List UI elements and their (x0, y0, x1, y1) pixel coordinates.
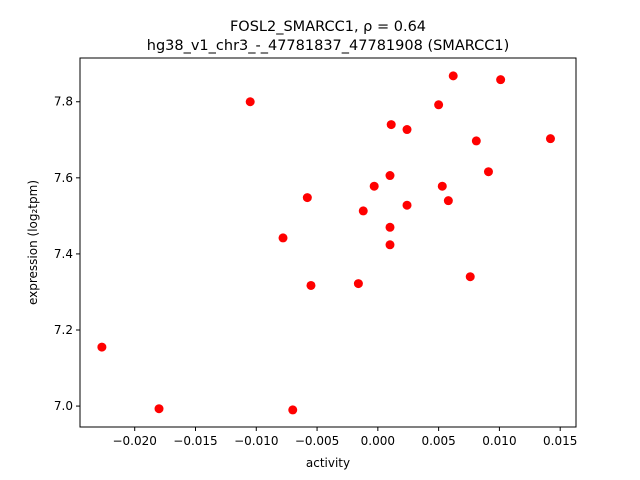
data-point (302, 193, 312, 203)
data-point (385, 222, 395, 232)
x-tick-label: 0.015 (543, 434, 577, 448)
data-point (154, 404, 164, 414)
y-tick-label: 7.0 (54, 399, 73, 413)
x-tick-label: −0.010 (234, 434, 278, 448)
x-tick-label: −0.015 (173, 434, 217, 448)
data-point (465, 272, 475, 282)
y-axis-label: expression (log₂tpm) (26, 180, 40, 305)
x-tick-label: −0.005 (295, 434, 339, 448)
data-point (97, 342, 107, 352)
data-point (353, 279, 363, 289)
data-point (278, 233, 288, 243)
x-tick-label: 0.010 (482, 434, 516, 448)
data-points (97, 71, 555, 415)
x-axis-label: activity (306, 456, 350, 470)
data-point (483, 167, 493, 177)
data-point (471, 136, 481, 146)
x-tick-label: 0.000 (361, 434, 395, 448)
data-point (385, 240, 395, 250)
data-point (385, 171, 395, 181)
data-point (434, 100, 444, 110)
y-tick-label: 7.2 (54, 323, 73, 337)
data-point (402, 125, 412, 135)
plot-area-frame (79, 57, 577, 428)
data-point (386, 120, 396, 130)
data-point (545, 134, 555, 144)
data-point (402, 200, 412, 210)
data-point (288, 405, 298, 415)
chart-title-line1: FOSL2_SMARCC1, ρ = 0.64 (230, 19, 426, 35)
axis-ticks: −0.020 −0.015 −0.010 −0.005 0.000 0.005 0.010 0… (54, 95, 577, 448)
y-tick-label: 7.6 (54, 171, 73, 185)
x-tick-label: 0.005 (421, 434, 455, 448)
data-point (496, 75, 506, 85)
data-point (443, 196, 453, 206)
chart-title-line2: hg38_v1_chr3_-_47781837_47781908 (SMARCC… (147, 38, 509, 54)
data-point (448, 71, 458, 81)
data-point (369, 181, 379, 191)
y-tick-label: 7.8 (54, 95, 73, 109)
x-tick-label: −0.020 (112, 434, 156, 448)
data-point (306, 280, 316, 290)
data-point (358, 206, 368, 216)
data-point (245, 97, 255, 107)
data-point (437, 181, 447, 191)
y-tick-label: 7.4 (54, 247, 73, 261)
